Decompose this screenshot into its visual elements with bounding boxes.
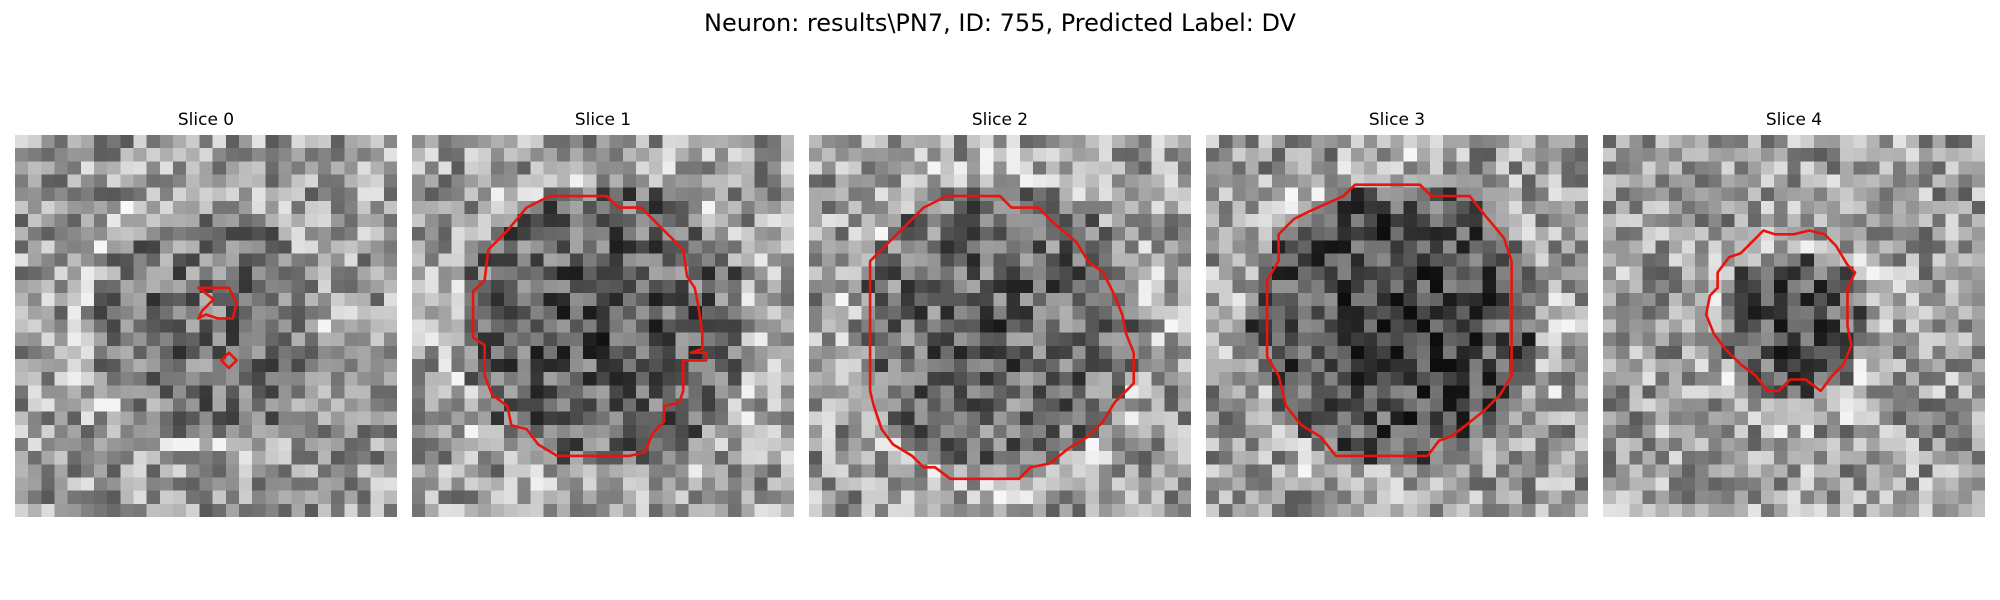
slice-image (412, 135, 794, 517)
neuron-contour (868, 194, 1136, 481)
slice-panel-0: Slice 0 (15, 108, 397, 517)
neuron-contour (220, 351, 238, 370)
slice-title: Slice 0 (177, 110, 235, 130)
slice-panel-1: Slice 1 (412, 108, 794, 517)
slice-title: Slice 2 (971, 110, 1029, 130)
pixel-grid (412, 135, 794, 517)
slice-image (809, 135, 1191, 517)
slice-panel-3: Slice 3 (1206, 108, 1588, 517)
slice-panel-2: Slice 2 (809, 108, 1191, 517)
pixel-grid (809, 135, 1191, 517)
slice-image (15, 135, 397, 517)
pixel-grid (1206, 135, 1588, 517)
slice-title: Slice 1 (574, 110, 632, 130)
slice-title: Slice 4 (1765, 110, 1823, 130)
neuron-contour (1704, 229, 1857, 393)
slice-image (1206, 135, 1588, 517)
neuron-contour (1265, 183, 1513, 458)
slice-image (1603, 135, 1985, 517)
figure-title: Neuron: results\PN7, ID: 755, Predicted … (704, 9, 1296, 37)
slice-panel-4: Slice 4 (1603, 108, 1985, 517)
slice-title: Slice 3 (1368, 110, 1426, 130)
pixel-grid (1603, 135, 1985, 517)
neuron-contour (471, 194, 708, 458)
neuron-contour (197, 286, 238, 320)
pixel-grid (15, 135, 397, 517)
